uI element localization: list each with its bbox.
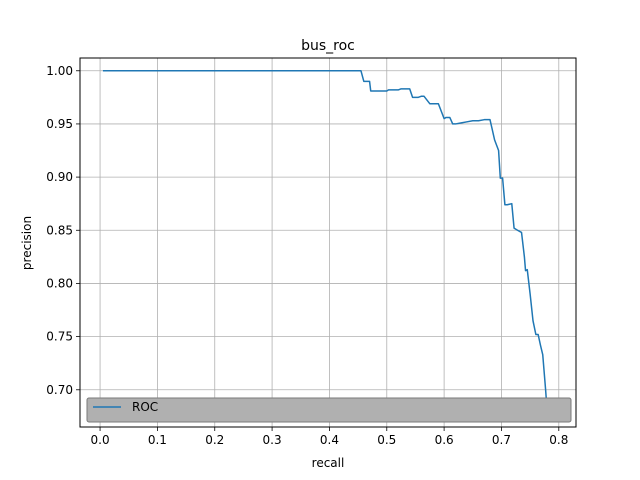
legend-box bbox=[86, 397, 572, 423]
plot-frame bbox=[79, 57, 577, 428]
y-tick-label: 1.00 bbox=[46, 64, 73, 78]
x-tick-label: 0.0 bbox=[91, 433, 110, 447]
y-tick-label: 0.90 bbox=[46, 170, 73, 184]
x-tick-label: 0.4 bbox=[320, 433, 339, 447]
x-tick-label: 0.7 bbox=[492, 433, 511, 447]
x-tick-label: 0.8 bbox=[549, 433, 568, 447]
y-axis-label: precision bbox=[20, 216, 34, 270]
chart-title: bus_roc bbox=[301, 38, 355, 54]
x-tick-label: 0.3 bbox=[263, 433, 282, 447]
x-tick-label: 0.1 bbox=[148, 433, 167, 447]
y-tick-label: 0.80 bbox=[46, 276, 73, 290]
x-tick-label: 0.2 bbox=[205, 433, 224, 447]
y-tick-label: 0.70 bbox=[46, 383, 73, 397]
plot-area bbox=[80, 58, 576, 427]
y-tick-label: 0.75 bbox=[46, 330, 73, 344]
legend: ROC bbox=[86, 397, 572, 423]
x-tick-label: 0.5 bbox=[377, 433, 396, 447]
ticks: 0.0 0.1 0.2 0.3 0.4 0.5 0.6 0.7 0.8 0.70 0.75 0.80 0… bbox=[46, 64, 568, 447]
y-tick-label: 0.85 bbox=[46, 223, 73, 237]
series-layer bbox=[102, 70, 554, 414]
series-line-roc bbox=[102, 70, 554, 414]
x-tick-label: 0.6 bbox=[435, 433, 454, 447]
y-tick-label: 0.95 bbox=[46, 117, 73, 131]
grid bbox=[80, 58, 576, 427]
legend-label-roc: ROC bbox=[132, 400, 158, 414]
x-axis-label: recall bbox=[312, 456, 345, 470]
